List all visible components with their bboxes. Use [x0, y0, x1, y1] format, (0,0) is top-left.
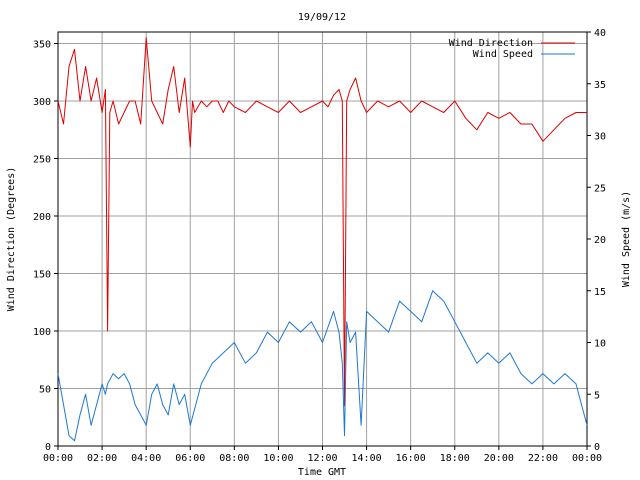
x-tick-label: 20:00 [484, 453, 514, 464]
y-right-tick-label: 20 [594, 235, 606, 246]
series-line-wind-direction [57, 37, 587, 407]
y-right-tick-label: 10 [594, 339, 606, 350]
series-line-wind-speed [57, 290, 588, 442]
y-right-tick-label: 15 [594, 287, 606, 298]
legend-label-wind-direction: Wind Direction [449, 38, 533, 49]
x-tick-label: 04:00 [131, 453, 161, 464]
x-tick-label: 08:00 [219, 453, 249, 464]
x-tick-label: 10:00 [263, 453, 293, 464]
y-right-tick-label: 35 [594, 80, 606, 91]
x-tick-label: 06:00 [175, 453, 205, 464]
y-right-tick-label: 25 [594, 183, 606, 194]
legend: Wind Direction Wind Speed [449, 38, 575, 60]
x-tick-label: 00:00 [572, 453, 602, 464]
x-tick-label: 22:00 [528, 453, 558, 464]
x-tick-label: 16:00 [396, 453, 426, 464]
x-axis-label: Time GMT [298, 467, 346, 478]
y-axis-right-label: Wind Speed (m/s) [621, 191, 632, 287]
y-left-tick-label: 250 [33, 155, 51, 166]
x-tick-label: 12:00 [307, 453, 337, 464]
chart-title: 19/09/12 [298, 12, 346, 23]
x-tick-label: 18:00 [440, 453, 470, 464]
y-left-tick-label: 0 [45, 442, 51, 453]
x-tick-label: 14:00 [352, 453, 382, 464]
y-right-tick-label: 0 [594, 442, 600, 453]
y-left-tick-label: 300 [33, 97, 51, 108]
y-right-tick-label: 30 [594, 132, 606, 143]
y-right-tick-label: 5 [594, 390, 600, 401]
x-tick-label: 00:00 [43, 453, 73, 464]
y-left-tick-label: 100 [33, 327, 51, 338]
series-layer [57, 37, 588, 442]
y-right-tick-label: 40 [594, 28, 606, 39]
y-left-tick-label: 150 [33, 270, 51, 281]
y-left-tick-label: 50 [39, 385, 51, 396]
axis-ticks: 00:00 02:00 04:00 06:00 08:00 10:00 12:00 14:00… [33, 28, 606, 464]
x-tick-label: 02:00 [87, 453, 117, 464]
y-axis-left-label: Wind Direction (Degrees) [6, 167, 17, 312]
legend-label-wind-speed: Wind Speed [473, 49, 533, 60]
y-left-tick-label: 350 [33, 40, 51, 51]
y-left-tick-label: 200 [33, 212, 51, 223]
